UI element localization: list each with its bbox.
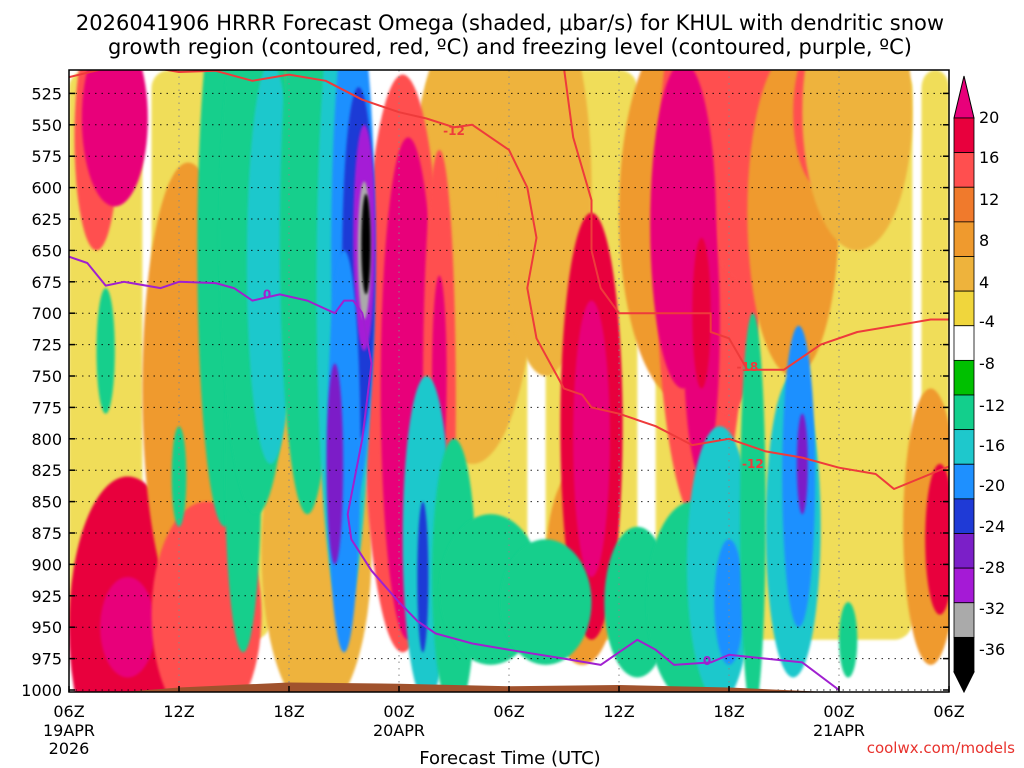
x-tick-label-18: 00Z: [383, 702, 414, 721]
y-tick-label-900: 900: [31, 555, 62, 574]
colorbar-tick-label-1: 16: [979, 148, 999, 167]
omega-cell-46: [326, 363, 344, 565]
x-tick-label-42: 00Z: [823, 702, 854, 721]
y-tick-label-825: 825: [31, 461, 62, 480]
x-date-label-0: 19APR: [43, 721, 95, 740]
omega-cell-56: [740, 313, 766, 692]
watermark: coolwx.com/models: [867, 739, 1015, 757]
x-tick-label-30: 12Z: [603, 702, 634, 721]
omega-cell-55: [714, 539, 744, 665]
contour-label-2: -12: [742, 457, 764, 471]
colorbar-swatch-3: [953, 221, 975, 257]
x-tick-label-0: 06Z: [53, 702, 84, 721]
x-tick-label-6: 12Z: [163, 702, 194, 721]
colorbar-swatch-9: [953, 429, 975, 465]
y-tick-label-650: 650: [31, 241, 62, 260]
x-tick-label-24: 06Z: [493, 702, 524, 721]
dgz-upper-contour: [69, 70, 949, 490]
y-tick-label-575: 575: [31, 147, 62, 166]
colorbar-tick-label-5: -4: [979, 312, 995, 331]
colorbar-swatch-6: [953, 325, 975, 361]
colorbar-tick-label-3: 8: [979, 231, 989, 250]
y-tick-label-700: 700: [31, 304, 62, 323]
colorbar-tick-label-13: -36: [979, 640, 1005, 659]
dgz-lower-contour: [563, 70, 949, 371]
colorbar-bottom-arrow: [953, 671, 975, 694]
y-tick-label-850: 850: [31, 493, 62, 512]
omega-cell-48: [417, 501, 429, 653]
y-tick-label-725: 725: [31, 336, 62, 355]
chart-title-line-1: 2026041906 HRRR Forecast Omega (shaded, …: [76, 11, 944, 35]
omega-cell-60: [839, 602, 858, 678]
contour-label-4: 0: [703, 654, 711, 668]
colorbar-swatch-1: [953, 152, 975, 188]
colorbar-tick-label-0: 20: [979, 108, 999, 127]
freezing-level-contour: [69, 255, 840, 691]
colorbar-swatch-5: [953, 290, 975, 327]
contour-label-3: 0: [263, 287, 271, 301]
omega-cell-18: [802, 70, 913, 251]
colorbar-tick-label-2: 12: [979, 190, 999, 209]
colorbar-swatch-8: [953, 394, 975, 431]
y-tick-label-775: 775: [31, 398, 62, 417]
omega-cell-1: [81, 70, 148, 207]
x-tick-label-48: 06Z: [933, 702, 964, 721]
omega-cell-44: [361, 193, 371, 295]
y-tick-label-675: 675: [31, 273, 62, 292]
y-tick-label-750: 750: [31, 367, 62, 386]
y-tick-label-875: 875: [31, 524, 62, 543]
colorbar-tick-label-7: -12: [979, 396, 1005, 415]
y-tick-label-525: 525: [31, 84, 62, 103]
colorbar-swatch-11: [953, 498, 975, 534]
colorbar-swatch-15: [953, 636, 975, 673]
y-axis: 525 550 575 600 625 650 675 700 725 750 775 800 825 8…: [21, 84, 949, 700]
colorbar-swatch-2: [953, 186, 975, 223]
colorbar-top-arrow: [953, 75, 975, 119]
colorbar: 20 16 12 8 4 -4 -8 -12 -16 -20 -24 -28 -32 -36: [953, 75, 1005, 694]
chart-title-line-2: growth region (contoured, red, ºC) and f…: [108, 35, 912, 59]
x-date-label-18: 20APR: [373, 721, 425, 740]
colorbar-swatch-7: [953, 359, 975, 396]
contour-labels: -12 -18 -12 0 0: [263, 124, 764, 668]
x-axis-title: Forecast Time (UTC): [419, 748, 600, 768]
x-tick-label-36: 18Z: [713, 702, 744, 721]
y-tick-label-975: 975: [31, 650, 62, 669]
colorbar-swatch-0: [953, 117, 975, 154]
omega-cell-34: [96, 288, 115, 414]
omega-cell-59: [796, 413, 808, 515]
colorbar-tick-label-10: -24: [979, 517, 1005, 536]
omega-cell-51: [499, 539, 592, 665]
y-tick-label-625: 625: [31, 210, 62, 229]
colorbar-swatch-4: [953, 256, 975, 292]
y-tick-label-550: 550: [31, 116, 62, 135]
x-tick-label-12: 18Z: [273, 702, 304, 721]
x-date-label-42: 21APR: [813, 721, 865, 740]
colorbar-tick-label-11: -28: [979, 558, 1005, 577]
omega-shading: [69, 70, 949, 692]
colorbar-swatch-10: [953, 463, 975, 500]
x-year-label-0: 2026: [49, 739, 90, 758]
colorbar-swatch-14: [953, 602, 975, 638]
y-tick-label-950: 950: [31, 618, 62, 637]
colorbar-tick-label-8: -16: [979, 436, 1005, 455]
colorbar-tick-label-12: -32: [979, 599, 1005, 618]
colorbar-tick-label-9: -20: [979, 476, 1005, 495]
colorbar-tick-label-4: 4: [979, 273, 989, 292]
contour-label-1: -18: [736, 360, 758, 374]
y-tick-label-800: 800: [31, 430, 62, 449]
contour-label-0: -12: [443, 124, 465, 138]
omega-cell-33: [171, 426, 187, 527]
omega-cell-27: [573, 300, 610, 577]
y-tick-label-600: 600: [31, 179, 62, 198]
colorbar-swatch-13: [953, 567, 975, 604]
y-tick-label-1000: 1000: [21, 681, 62, 700]
y-tick-label-925: 925: [31, 587, 62, 606]
omega-cell-20: [925, 463, 949, 615]
colorbar-tick-label-6: -8: [979, 354, 995, 373]
colorbar-swatch-12: [953, 533, 975, 569]
